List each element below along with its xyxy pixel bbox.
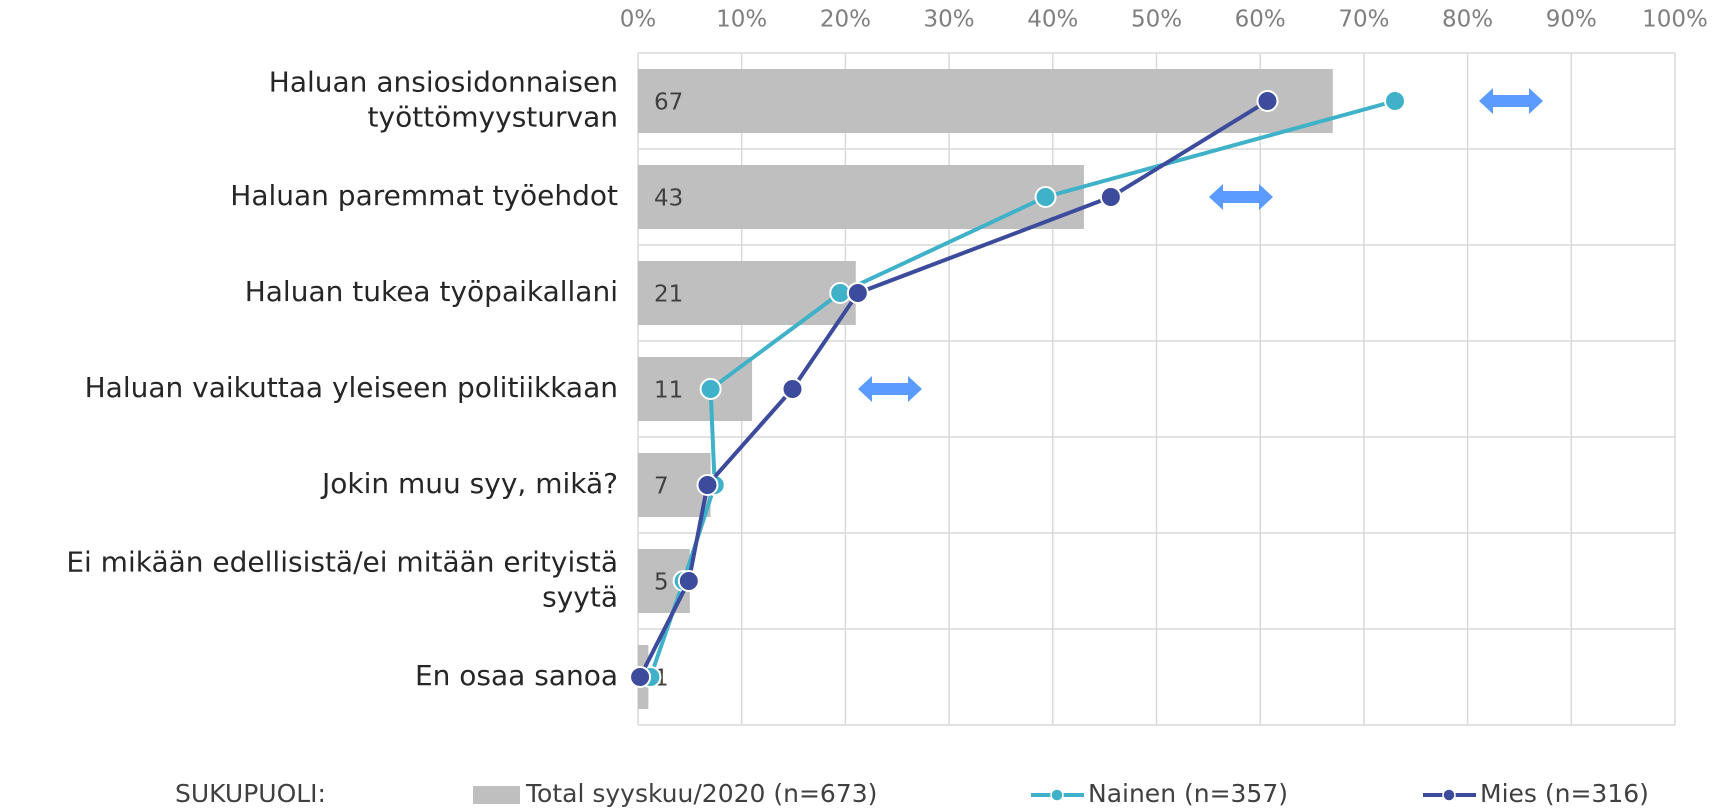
legend-swatch <box>473 786 520 804</box>
marker <box>1256 90 1279 112</box>
marker <box>1034 186 1057 208</box>
marker <box>699 378 722 400</box>
x-tick-label: 10% <box>716 7 767 33</box>
x-tick-label: 50% <box>1131 7 1182 33</box>
bar <box>638 261 856 325</box>
data-label: 11 <box>654 378 683 404</box>
bar <box>638 357 753 421</box>
x-tick-label: 40% <box>1027 7 1078 33</box>
category-label: Haluan vaikuttaa yleiseen politiikkaan <box>85 371 618 404</box>
legend-marker <box>1442 788 1456 802</box>
x-tick-label: 70% <box>1338 7 1389 33</box>
legend-label: Total syyskuu/2020 (n=673) <box>525 779 877 808</box>
legend-label: Nainen (n=357) <box>1088 779 1288 808</box>
category-label: Haluan ansiosidonnaisen <box>269 66 618 99</box>
x-tick-label: 90% <box>1546 7 1597 33</box>
bar <box>638 69 1333 133</box>
data-label: 67 <box>654 90 683 116</box>
marker <box>1384 90 1407 112</box>
marker <box>677 570 700 592</box>
category-label: Jokin muu syy, mikä? <box>320 467 618 500</box>
category-label: Ei mikään edellisistä/ei mitään erityist… <box>66 546 618 579</box>
category-label: En osaa sanoa <box>415 659 618 692</box>
data-label: 7 <box>654 474 669 500</box>
marker <box>781 378 804 400</box>
data-label: 43 <box>654 186 683 212</box>
marker <box>846 282 869 304</box>
x-tick-label: 80% <box>1442 7 1493 33</box>
marker <box>696 474 719 496</box>
data-label: 21 <box>654 282 683 308</box>
x-tick-label: 60% <box>1235 7 1286 33</box>
x-tick-label: 0% <box>620 7 657 33</box>
marker <box>1099 186 1122 208</box>
bar <box>638 165 1084 229</box>
arrow <box>1479 88 1543 114</box>
x-tick-label: 30% <box>924 7 975 33</box>
category-label: työttömyysturvan <box>368 101 618 134</box>
arrow <box>1209 184 1273 210</box>
category-label: syytä <box>542 581 618 614</box>
legend-label: Mies (n=316) <box>1480 779 1649 808</box>
x-tick-label: 100% <box>1642 7 1708 33</box>
arrow <box>858 376 922 402</box>
data-label: 5 <box>654 570 669 596</box>
category-label: Haluan paremmat työehdot <box>230 179 618 212</box>
x-tick-label: 20% <box>820 7 871 33</box>
marker <box>629 666 652 688</box>
arrows <box>858 88 1543 402</box>
legend-marker <box>1050 788 1064 802</box>
category-label: Haluan tukea työpaikallani <box>245 275 618 308</box>
legend-title: SUKUPUOLI: <box>175 779 326 808</box>
